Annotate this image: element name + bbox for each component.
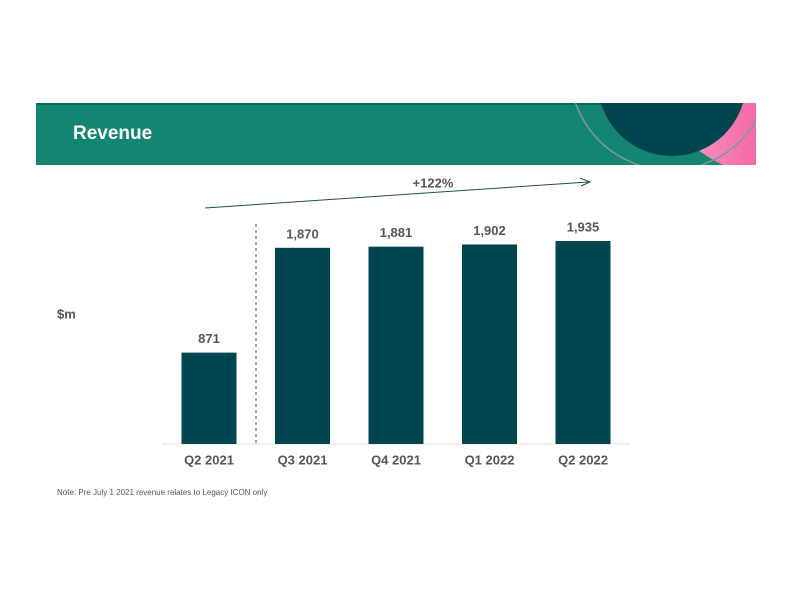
x-tick-label: Q4 2021 [371,452,421,467]
growth-annotation: +122% [413,175,454,190]
y-label: $m [57,306,76,321]
footnote: Note: Pre July 1 2021 revenue relates to… [57,488,267,497]
header-rule [36,103,756,105]
value-label: 1,881 [380,225,413,240]
bar [555,241,611,444]
header-decoration [574,103,756,165]
value-label: 1,935 [567,219,600,234]
dark-circle [601,103,743,156]
value-label: 871 [198,331,220,346]
bar [368,246,424,444]
arrow-head [579,177,592,187]
header-band: Revenue [36,103,756,165]
growth-arrow [204,181,589,209]
bar [462,244,517,444]
x-tick-label: Q3 2021 [278,452,328,467]
value-label: 1,902 [473,223,506,238]
x-tick-label: Q1 2022 [465,452,515,467]
x-tick-label: Q2 2021 [184,452,234,467]
bar [181,352,237,444]
x-tick-label: Q2 2022 [558,452,608,467]
title: Revenue [73,123,152,144]
value-label: 1,870 [286,226,319,241]
bar [275,247,330,444]
